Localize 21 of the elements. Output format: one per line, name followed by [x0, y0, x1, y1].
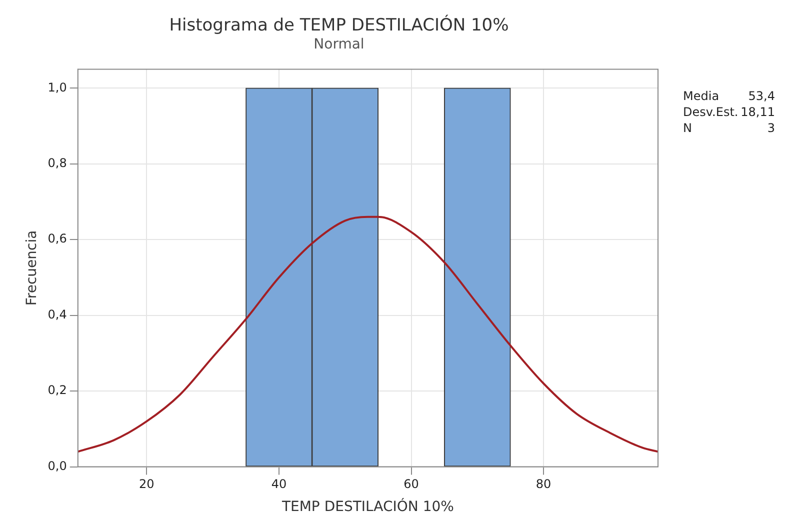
chart-subtitle: Normal [314, 36, 364, 52]
y-tick-label: 0,8 [48, 156, 67, 170]
text: 53,4 [748, 89, 775, 103]
y-tick-label: 0,6 [48, 232, 67, 246]
y-tick-label: 1,0 [48, 80, 67, 94]
text: N [683, 121, 692, 135]
x-tick-label: 40 [271, 477, 287, 492]
x-tick-label: 20 [139, 477, 154, 492]
y-tick-label: 0,0 [48, 458, 67, 473]
text: 3 [767, 121, 775, 135]
x-axis-title: TEMP DESTILACIÓN 10% [280, 498, 454, 516]
y-axis-title: Frecuencia [24, 230, 40, 306]
text: 18,11 [740, 105, 775, 119]
text: Desv.Est. [683, 105, 738, 119]
chart-title: Histograma de TEMP DESTILACIÓN 10% [169, 14, 509, 36]
line-series [78, 216, 658, 453]
text: Media [683, 89, 720, 103]
y-tick-label: 0,4 [48, 307, 67, 322]
y-tick-label: 0,2 [48, 383, 67, 398]
x-tick-label: 80 [536, 477, 552, 492]
x-tick-label: 60 [404, 477, 419, 492]
